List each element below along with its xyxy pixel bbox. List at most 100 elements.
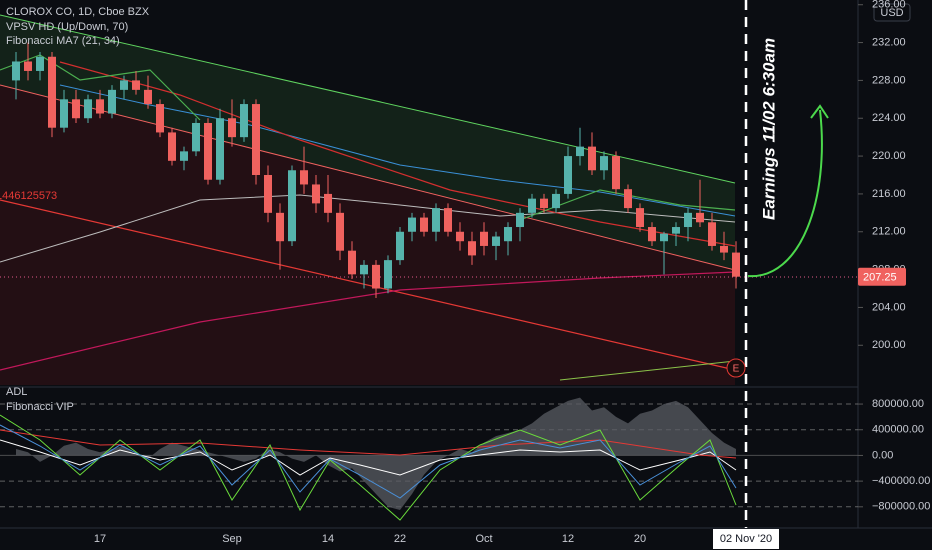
candle-body [348,250,356,275]
lower-legend: ADL [6,386,27,398]
chart-title: CLOROX CO, 1D, Cboe BZX [6,6,150,18]
candle-body [408,217,416,232]
candle-body [24,61,32,71]
candle-body [624,189,632,209]
x-tick-label: Oct [475,533,492,545]
ma-olive [559,360,736,381]
vip-green [0,414,737,521]
candle-body [660,233,668,242]
ma-green-left [0,54,201,121]
candle-body [636,208,644,228]
candle-body [672,227,680,234]
x-tick-label: 12 [562,533,574,545]
candle-body [684,212,692,228]
y-tick-label: 220.00 [872,150,906,162]
lower-legend: Fibonacci VIP [6,401,74,413]
arrow-head [810,104,829,119]
candle-body [396,231,404,261]
last-price-tag [858,267,906,286]
channel-middle [0,84,736,271]
candle-body [384,260,392,289]
y-tick-label: 236.00 [872,0,906,11]
candle-body [516,212,524,228]
candle-body [708,222,716,246]
earnings-marker-label: E [733,364,740,375]
x-tick-label: Sep [222,533,242,545]
candle-body [72,99,80,119]
candle-body [36,56,44,71]
ma-red [59,61,736,247]
x-tick-label: 14 [322,533,334,545]
channel-lower [0,199,736,371]
y-tick-label: 224.00 [872,112,906,124]
y-tick-label: 212.00 [872,226,906,238]
candle-body [432,208,440,232]
earnings-note: Earnings 11/02 6:30am [759,38,778,220]
crosshair-label-box [713,529,779,549]
candle-body [444,208,452,232]
candle-body [12,61,20,81]
candle-body [648,227,656,242]
candle-body [168,132,176,161]
candle-body [120,80,128,90]
x-tick-label: 20 [634,533,646,545]
candle-body [336,212,344,251]
candle-body [60,99,68,128]
candle-body [84,99,92,119]
y-tick-label: 400000.00 [872,424,924,436]
candle-body [492,236,500,246]
candle-body [240,104,248,138]
candle-body [588,146,596,171]
vip-blue [0,424,737,499]
y-tick-label: 204.00 [872,301,906,313]
candle-body [732,252,740,277]
earnings-marker[interactable] [726,358,746,378]
candle-body [216,118,224,180]
candle-body [312,184,320,204]
price-layer [12,42,740,298]
level-label: 1446125573 [0,190,57,202]
candle-body [480,231,488,246]
y-tick-label: 0.00 [872,449,893,461]
ma-blue [59,84,736,217]
vip-red [0,429,737,459]
candle-body [372,264,380,289]
crosshair-label: 02 Nov '20 [720,533,772,545]
candle-body [192,122,200,152]
y-tick-label: 232.00 [872,36,906,48]
candle-body [300,170,308,185]
x-tick-label: 22 [394,533,406,545]
candle-body [468,241,476,256]
candle-body [552,193,560,209]
adl-area [16,397,736,511]
candle-body [228,118,236,138]
candle-body [108,89,116,114]
candle-body [564,156,572,194]
y-tick-label: −400000.00 [872,475,930,487]
candle-body [144,89,152,105]
candle-body [504,227,512,242]
candle-body [264,175,272,213]
candle-body [576,146,584,157]
forecast-arrow [747,109,823,278]
candle-body [180,151,188,161]
x-tick-label: 17 [94,533,106,545]
vip-white [0,439,737,476]
channel-upper-fill [0,15,735,270]
candle-body [156,104,164,133]
candle-body [96,99,104,114]
channel-upper [0,14,736,184]
candle-body [324,193,332,213]
candle-body [540,198,548,209]
currency-box[interactable] [873,3,911,22]
ma-magenta [0,271,736,371]
candle-body [696,212,704,223]
y-tick-label: 228.00 [872,74,906,86]
candle-body [720,245,728,253]
y-tick-label: 216.00 [872,188,906,200]
candle-body [288,170,296,242]
candle-body [612,156,620,190]
candle-body [132,80,140,90]
candle-body [528,198,536,213]
